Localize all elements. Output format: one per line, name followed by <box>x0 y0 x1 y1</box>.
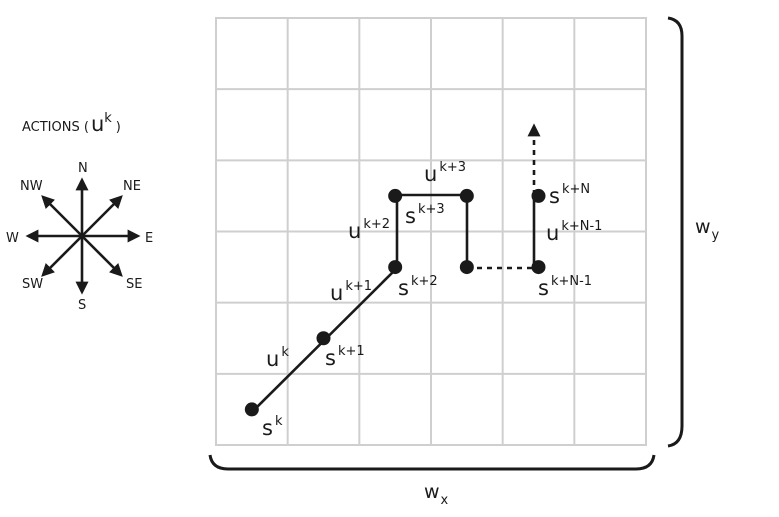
state-node-sk2 <box>388 260 403 275</box>
dir-nw: NW <box>20 179 43 194</box>
dir-s: S <box>78 298 86 313</box>
state-node-sk3 <box>388 188 403 203</box>
brace-bottom <box>208 454 656 471</box>
brace-right <box>667 16 684 448</box>
arrow-ne-icon <box>81 195 123 237</box>
dir-w: W <box>6 231 19 246</box>
axis-label-wy: wy <box>695 216 720 243</box>
label-s-kN: s k+N <box>549 182 590 208</box>
state-node-sk3b <box>459 188 474 203</box>
dir-e: E <box>145 231 153 246</box>
label-u-kN1: u k+N-1 <box>546 219 602 245</box>
arrow-sw-icon <box>41 235 83 277</box>
label-s-k2: s k+2 <box>398 274 438 300</box>
dir-n: N <box>78 161 88 176</box>
arrow-nw-icon <box>41 195 83 237</box>
label-u-k1: u k+1 <box>330 279 372 305</box>
axis-label-wx: wx <box>424 481 449 508</box>
dir-sw: SW <box>22 277 43 292</box>
state-node-skN <box>531 188 546 203</box>
compass-arrows <box>25 177 141 295</box>
compass-legend: ACTIONS (uk) N NE E SE S SW W NW <box>6 111 153 313</box>
arrow-se-icon <box>81 235 123 277</box>
state-nodes <box>244 188 546 417</box>
path-segment-loop <box>395 193 469 268</box>
legend-title: ACTIONS (uk) <box>22 111 121 136</box>
state-node-sk1 <box>316 331 331 346</box>
label-s-kN1: s k+N-1 <box>538 274 592 300</box>
label-u-k3: u k+3 <box>424 160 466 186</box>
state-node-skN1 <box>531 260 546 275</box>
state-node-sk <box>244 402 259 417</box>
label-s-k3: s k+3 <box>405 202 445 228</box>
dir-ne: NE <box>123 179 141 194</box>
grid <box>215 17 647 446</box>
dir-se: SE <box>126 277 142 292</box>
label-s-k1: s k+1 <box>325 344 365 370</box>
label-u-k2: u k+2 <box>348 217 390 243</box>
state-node-sk3c <box>459 260 474 275</box>
